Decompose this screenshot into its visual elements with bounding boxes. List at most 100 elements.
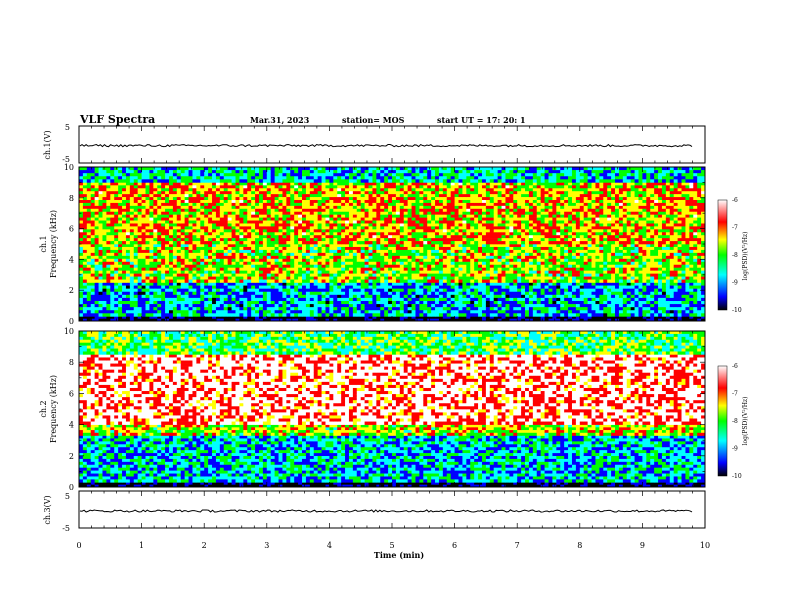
spectrogram-cell (86, 258, 92, 263)
spectrogram-cell (693, 285, 698, 289)
spectrogram-cell (313, 276, 319, 280)
spectrogram-cell (204, 197, 209, 201)
spectrogram-cell (395, 307, 401, 311)
spectrogram-cell (133, 200, 139, 204)
spectrogram-cell (454, 285, 459, 289)
spectrogram-cell (286, 310, 291, 314)
spectrogram-cell (615, 252, 620, 257)
spectrogram-cell (372, 267, 377, 271)
spectrogram-cell (380, 267, 385, 271)
spectrogram-cell (618, 264, 624, 268)
spectrogram-cell (125, 264, 131, 268)
spectrogram-cell (411, 282, 416, 286)
spectrogram-cell (341, 279, 346, 283)
spectrogram-cell (673, 249, 679, 254)
spectrogram-cell (133, 205, 139, 210)
spectrogram-cell (341, 270, 346, 274)
spectrogram-cell (90, 223, 96, 227)
spectrogram-cell (411, 310, 416, 314)
spectrogram-cell (658, 297, 663, 302)
spectrogram-cell (474, 279, 479, 283)
spectrogram-cell (133, 235, 139, 239)
spectrogram-cell (376, 258, 381, 263)
spectrogram-cell (286, 288, 291, 293)
spectrogram-cell (388, 297, 393, 302)
spectrogram-cell (125, 246, 131, 251)
spectrogram-cell (638, 313, 643, 317)
spectrogram-cell (125, 273, 131, 277)
spectrogram-cell (352, 300, 358, 305)
spectrogram-cell (701, 255, 706, 260)
spectrogram-cell (255, 246, 260, 251)
spectrogram-cell (579, 249, 585, 254)
spectrogram-cell (673, 318, 679, 322)
spectrogram-cell (673, 304, 679, 308)
spectrogram-cell (435, 282, 440, 286)
spectrogram-cell (435, 276, 440, 280)
spectrogram-cell (290, 300, 295, 305)
spectrogram-cell (180, 244, 186, 248)
spectrogram-cell (317, 255, 322, 260)
spectrogram-cell (411, 285, 416, 289)
spectrogram-cell (294, 273, 299, 277)
spectrogram-cell (133, 238, 139, 242)
spectrogram-cell (137, 300, 142, 305)
spectrogram-cell (251, 282, 256, 286)
spectrogram-cell (364, 307, 369, 311)
spectrogram-cell (274, 307, 279, 311)
spectrogram-cell (86, 264, 92, 268)
spectrogram-cell (575, 307, 581, 311)
spectrogram-cell (384, 310, 389, 314)
spectrogram-cell (384, 252, 389, 257)
spectrogram-cell (219, 182, 225, 186)
spectrogram-cell (149, 182, 154, 186)
spectrogram-cell (356, 267, 362, 271)
spectrogram-cell (701, 258, 706, 263)
spectrogram-cell (149, 188, 154, 192)
spectrogram-cell (251, 261, 256, 266)
spectrogram-cell (599, 255, 604, 260)
spectrogram-cell (165, 229, 170, 233)
spectrogram-cell (247, 270, 252, 274)
spectrogram-cell (509, 270, 514, 274)
spectrogram-cell (153, 304, 158, 308)
spectrogram-cell (560, 313, 565, 317)
spectrogram-cell (701, 244, 706, 248)
spectrogram-cell (450, 282, 455, 286)
spectrogram-cell (149, 276, 154, 280)
spectrogram-cell (86, 205, 92, 210)
spectrogram-cell (286, 294, 291, 299)
spectrogram-cell (106, 294, 111, 299)
spectrogram-cell (125, 307, 131, 311)
spectrogram-cell (161, 200, 166, 204)
spectrogram-cell (258, 246, 264, 251)
spectrogram-cell (642, 285, 647, 289)
spectrogram-cell (701, 297, 706, 302)
spectrogram-cell (184, 185, 189, 189)
spectrogram-cell (626, 249, 632, 254)
spectrogram-cell (384, 264, 389, 268)
spectrogram-cell (521, 246, 526, 251)
spectrogram-cell (153, 191, 158, 195)
spectrogram-cell (376, 318, 381, 322)
spectrogram-cell (313, 288, 319, 293)
spectrogram-cell (168, 223, 174, 227)
spectrogram-cell (458, 246, 463, 251)
spectrogram-cell (137, 318, 142, 322)
spectrogram-cell (388, 255, 393, 260)
spectrogram-cell (192, 273, 197, 277)
spectrogram-cell (208, 276, 213, 280)
spectrogram-cell (180, 285, 186, 289)
spectrogram-cell (133, 220, 139, 224)
spectrogram-cell (603, 255, 608, 260)
spectrogram-cell (309, 258, 315, 263)
spectrogram-cell (591, 258, 596, 263)
spectrogram-cell (110, 261, 115, 266)
spectrogram-cell (583, 267, 589, 271)
spectrogram-cell (395, 246, 401, 251)
spectrogram-cell (618, 246, 624, 251)
spectrogram-cell (591, 270, 596, 274)
spectrogram-cell (102, 241, 107, 245)
spectrogram-cell (564, 300, 569, 305)
spectrogram-cell (266, 244, 272, 248)
